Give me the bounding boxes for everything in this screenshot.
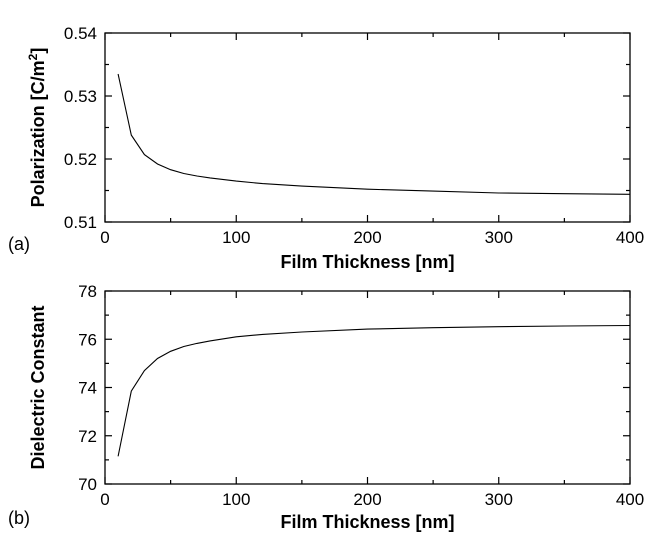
y-axis-title: Dielectric Constant — [28, 305, 48, 469]
x-tick-label: 0 — [100, 228, 109, 247]
plot-frame — [104, 290, 631, 485]
panel-label: (a) — [8, 234, 30, 254]
y-tick-label: 0.54 — [64, 24, 97, 43]
panel-label: (b) — [8, 508, 30, 528]
x-tick-label: 400 — [616, 490, 644, 509]
y-tick-label: 0.51 — [64, 213, 97, 232]
y-tick-label: 78 — [78, 282, 97, 301]
x-tick-label: 200 — [353, 228, 381, 247]
series-line — [117, 73, 631, 195]
x-axis-title: Film Thickness [nm] — [280, 252, 454, 272]
y-tick-label: 0.52 — [64, 150, 97, 169]
x-tick-label: 100 — [222, 490, 250, 509]
chart-panel-b: 0 100 200 300 400 70 72 74 76 78 Film Thickness [n… — [8, 282, 644, 532]
y-tick-label: 74 — [78, 379, 97, 398]
chart-panel-a: 0 100 200 300 400 0.51 0.52 0.53 0.54 Film Thickn… — [8, 24, 644, 272]
y-tick-label: 72 — [78, 427, 97, 446]
x-tick-label: 300 — [485, 490, 513, 509]
x-tick-label: 100 — [222, 228, 250, 247]
series-line — [117, 324, 631, 457]
x-tick-label: 0 — [100, 490, 109, 509]
y-tick-label: 70 — [78, 475, 97, 494]
y-axis-title: Polarization [C/m2] — [26, 48, 48, 208]
x-tick-label: 200 — [353, 490, 381, 509]
y-tick-label: 76 — [78, 330, 97, 349]
x-tick-label: 300 — [485, 228, 513, 247]
x-axis-title: Film Thickness [nm] — [280, 512, 454, 532]
y-tick-label: 0.53 — [64, 87, 97, 106]
x-tick-label: 400 — [616, 228, 644, 247]
